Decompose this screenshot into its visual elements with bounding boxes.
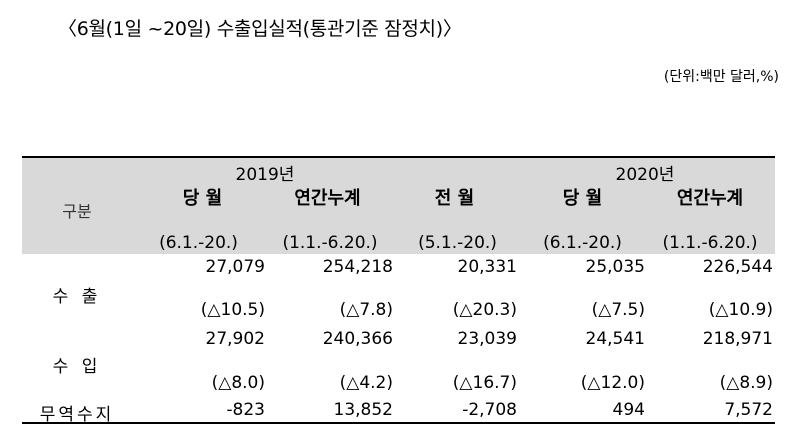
col-header-label: 연간누계 <box>294 188 361 209</box>
row-label-import: 수 입 <box>52 357 102 377</box>
import-change: (△12.0) <box>580 373 645 393</box>
import-change: (△8.0) <box>211 373 265 393</box>
year-2020: 2020년 <box>615 165 675 185</box>
export-change: (△20.3) <box>452 300 517 320</box>
col-header-label: 전 월 <box>434 188 475 209</box>
balance-value: 13,852 <box>333 400 393 420</box>
import-value: 27,902 <box>205 329 265 349</box>
import-change: (△4.2) <box>339 373 393 393</box>
row-label-header: 구분 <box>62 202 92 221</box>
year-2019: 2019년 <box>235 165 295 185</box>
import-value: 218,971 <box>702 329 773 349</box>
export-value: 254,218 <box>322 257 393 277</box>
col-header-label: 당 월 <box>562 188 603 209</box>
export-change: (△7.8) <box>339 300 393 320</box>
export-change: (△7.5) <box>591 300 645 320</box>
col-header-period: (6.1.-20.) <box>159 233 238 253</box>
col-header-label: 당 월 <box>182 188 223 209</box>
export-change: (△10.9) <box>708 300 773 320</box>
col-header-period: (6.1.-20.) <box>543 233 622 253</box>
import-value: 24,541 <box>585 329 645 349</box>
col-header-label: 연간누계 <box>676 188 744 209</box>
table-header <box>22 158 775 254</box>
import-value: 23,039 <box>457 329 517 349</box>
balance-value: -823 <box>226 400 265 420</box>
export-value: 20,331 <box>457 257 517 277</box>
import-change: (△16.7) <box>452 373 517 393</box>
col-header-period: (1.1.-6.20.) <box>662 233 758 253</box>
balance-value: -2,708 <box>462 400 517 420</box>
row-label-export: 수 출 <box>52 287 102 307</box>
export-value: 25,035 <box>585 257 645 277</box>
trade-table: 구분 2019년 2020년 당 월 연간누계 전 월 당 월 연간누계 (6.… <box>22 156 775 425</box>
balance-value: 7,572 <box>724 400 773 420</box>
export-change: (△10.5) <box>200 300 265 320</box>
import-change: (△8.9) <box>719 373 773 393</box>
export-value: 27,079 <box>205 257 265 277</box>
col-header-period: (5.1.-20.) <box>418 233 497 253</box>
unit-note: (단위:백만 달러,%) <box>663 69 779 85</box>
page-title: 〈6월(1일 ~20일) 수출입실적(통관기준 잠정치)〉 <box>58 18 462 40</box>
row-label-trade-balance: 무역수지 <box>39 405 115 425</box>
export-value: 226,544 <box>702 257 773 277</box>
import-value: 240,366 <box>322 329 393 349</box>
col-header-period: (1.1.-6.20.) <box>282 233 378 253</box>
balance-value: 494 <box>612 400 645 420</box>
